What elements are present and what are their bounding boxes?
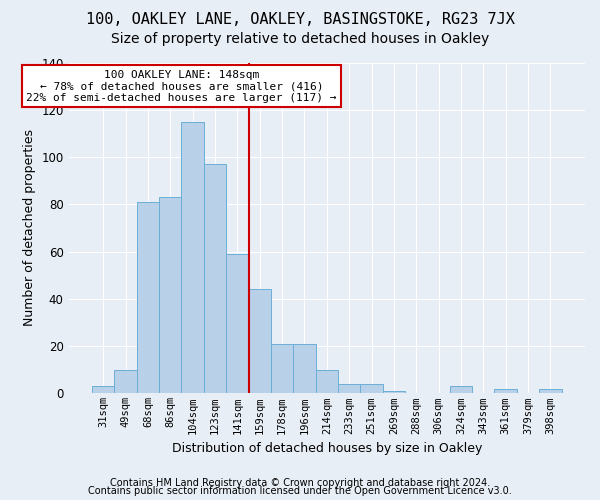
- X-axis label: Distribution of detached houses by size in Oakley: Distribution of detached houses by size …: [172, 442, 482, 455]
- Text: Contains HM Land Registry data © Crown copyright and database right 2024.: Contains HM Land Registry data © Crown c…: [110, 478, 490, 488]
- Y-axis label: Number of detached properties: Number of detached properties: [23, 130, 36, 326]
- Bar: [226, 254, 248, 394]
- Bar: [338, 384, 361, 394]
- Text: Size of property relative to detached houses in Oakley: Size of property relative to detached ho…: [111, 32, 489, 46]
- Bar: [115, 370, 137, 394]
- Text: 100, OAKLEY LANE, OAKLEY, BASINGSTOKE, RG23 7JX: 100, OAKLEY LANE, OAKLEY, BASINGSTOKE, R…: [86, 12, 514, 28]
- Bar: [181, 122, 204, 394]
- Bar: [204, 164, 226, 394]
- Bar: [159, 197, 181, 394]
- Text: 100 OAKLEY LANE: 148sqm
← 78% of detached houses are smaller (416)
22% of semi-d: 100 OAKLEY LANE: 148sqm ← 78% of detache…: [26, 70, 337, 103]
- Bar: [293, 344, 316, 394]
- Bar: [494, 388, 517, 394]
- Bar: [92, 386, 115, 394]
- Bar: [383, 391, 405, 394]
- Bar: [271, 344, 293, 394]
- Bar: [361, 384, 383, 394]
- Bar: [316, 370, 338, 394]
- Bar: [539, 388, 562, 394]
- Bar: [137, 202, 159, 394]
- Bar: [450, 386, 472, 394]
- Text: Contains public sector information licensed under the Open Government Licence v3: Contains public sector information licen…: [88, 486, 512, 496]
- Bar: [248, 290, 271, 394]
